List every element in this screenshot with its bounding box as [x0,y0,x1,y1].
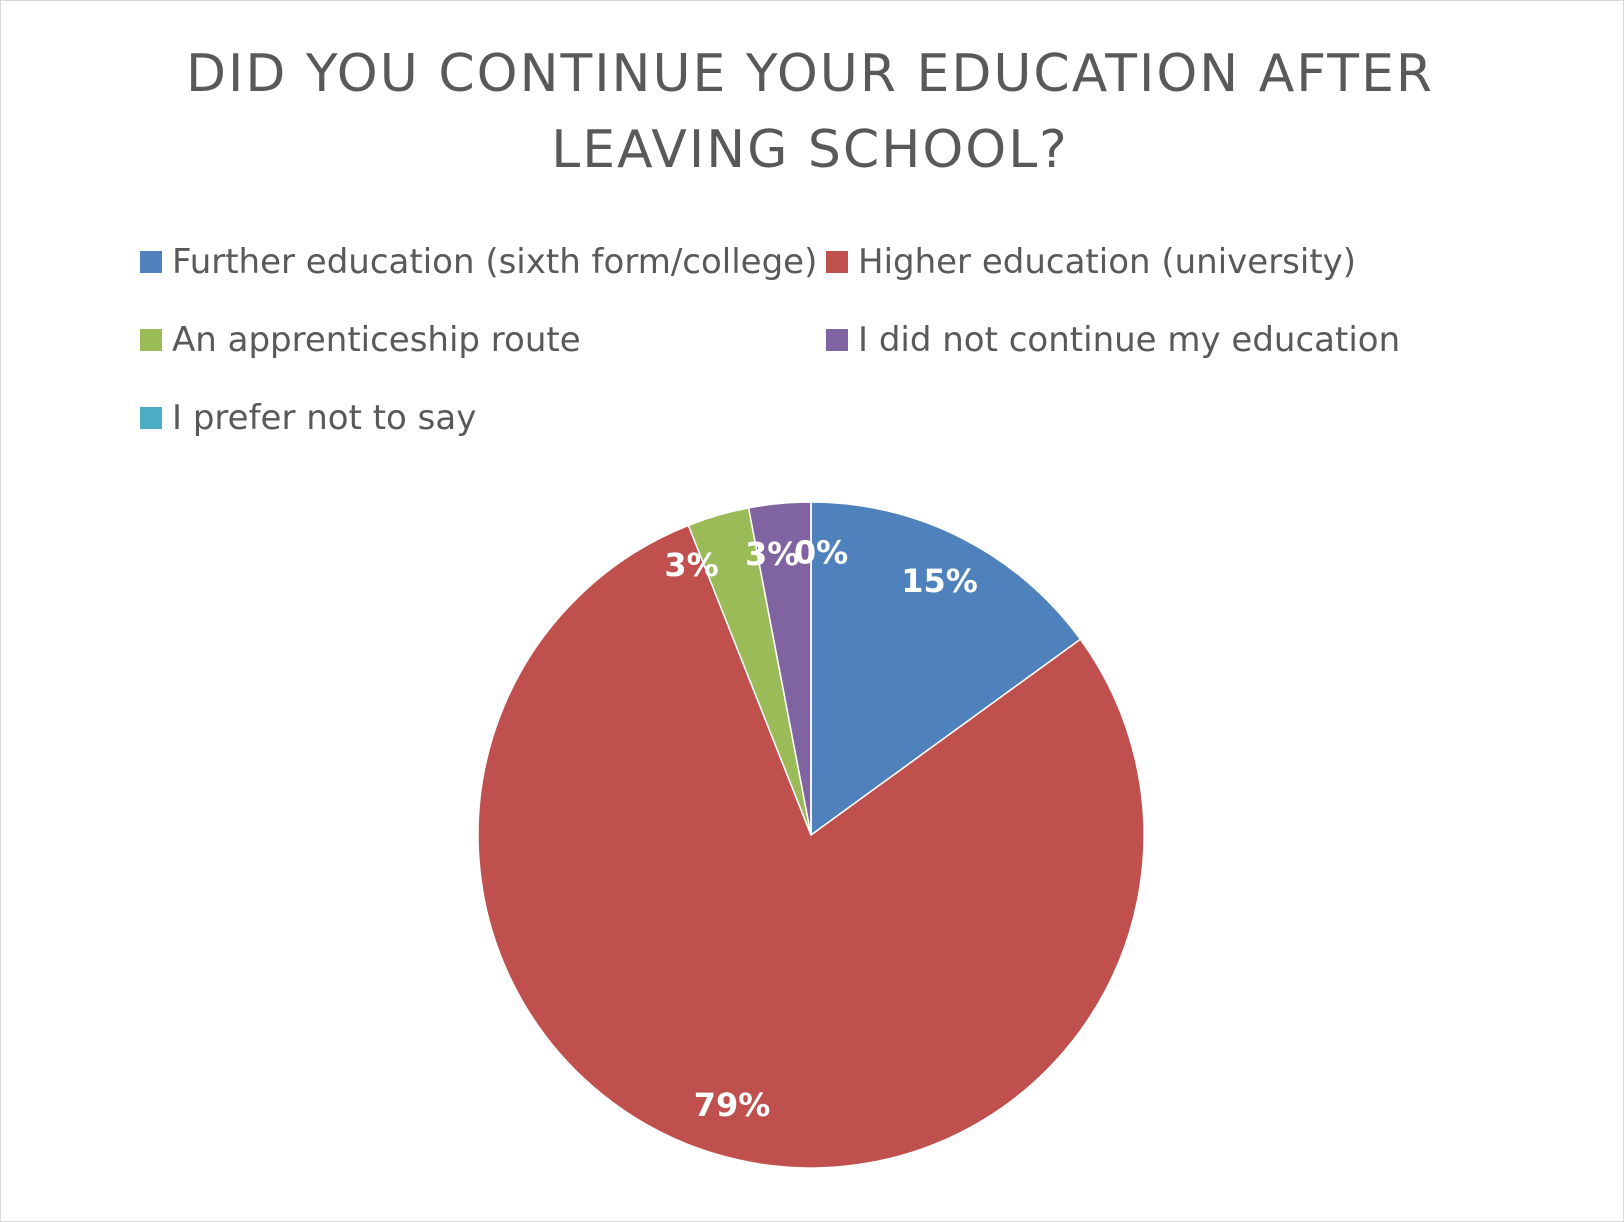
legend-swatch [826,329,848,351]
legend-swatch [140,329,162,351]
legend-label: I prefer not to say [172,398,477,438]
data-label: 15% [901,562,978,600]
legend-item: Further education (sixth form/college) [140,242,817,282]
data-label: 3% [745,535,799,573]
chart-title: DID YOU CONTINUE YOUR EDUCATION AFTER LE… [185,44,1435,180]
legend-label: Higher education (university) [858,242,1357,282]
pie-slice [810,501,1082,837]
pie-slice [477,524,1145,1169]
legend-item: I did not continue my education [826,320,1400,360]
legend-swatch [140,407,162,429]
legend-item: Higher education (university) [826,242,1356,282]
legend-swatch [826,251,848,273]
legend-item: I prefer not to say [140,398,476,438]
legend-label: An apprenticeship route [172,320,581,360]
legend-label: Further education (sixth form/college) [172,242,818,282]
data-label: 79% [694,1086,771,1124]
data-label: 0% [794,534,848,572]
legend-item: An apprenticeship route [140,320,581,360]
legend-label: I did not continue my education [858,320,1401,360]
legend-swatch [140,251,162,273]
data-label: 3% [664,546,718,584]
